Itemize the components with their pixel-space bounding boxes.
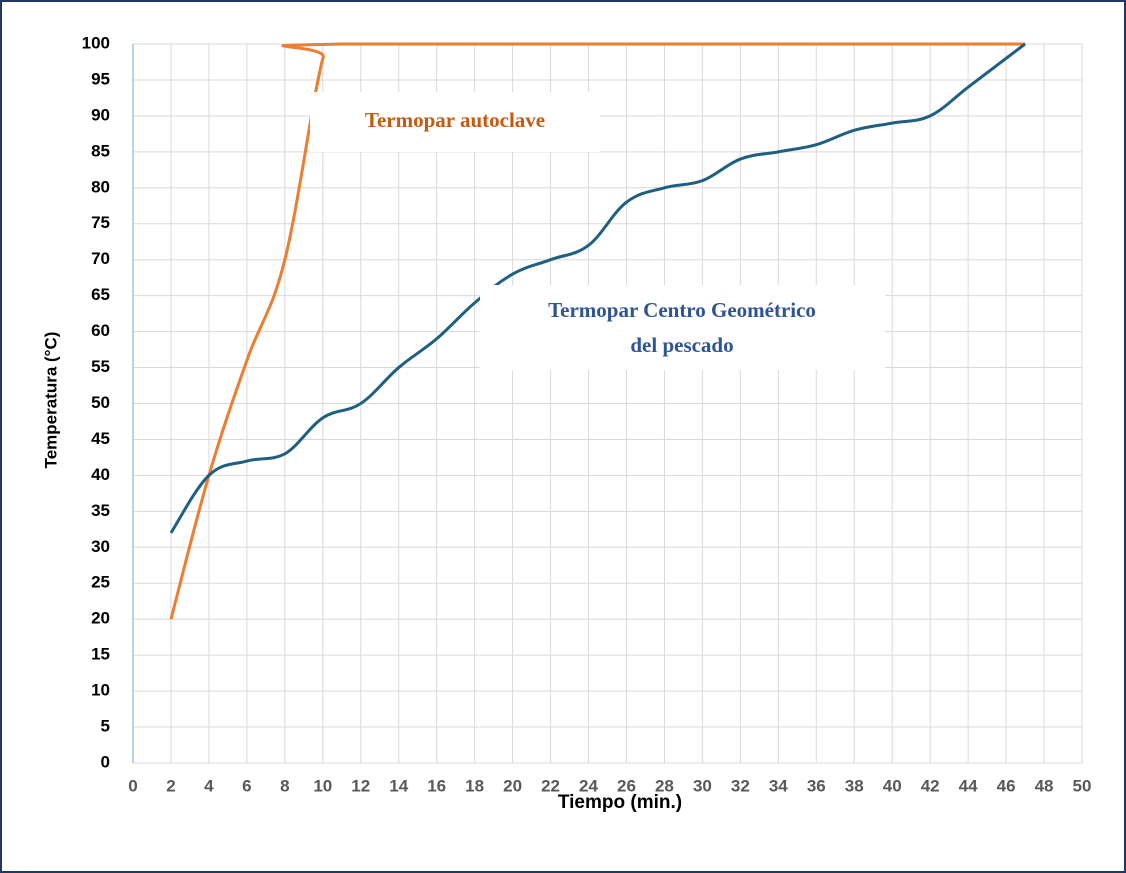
x-tick-label: 24 — [579, 776, 598, 795]
annotation: Termopar Centro Geométrico — [548, 298, 816, 322]
x-tick-label: 26 — [617, 776, 636, 795]
y-tick-label: 100 — [82, 33, 110, 52]
x-tick-label: 46 — [997, 776, 1016, 795]
y-tick-label: 30 — [91, 537, 110, 556]
y-axis-label: Temperatura (°C) — [41, 332, 60, 469]
x-tick-label: 6 — [242, 776, 251, 795]
x-tick-label: 42 — [921, 776, 940, 795]
y-tick-label: 80 — [91, 177, 110, 196]
y-tick-label: 5 — [101, 717, 110, 736]
y-tick-label: 50 — [91, 393, 110, 412]
series-line — [169, 42, 1026, 534]
x-tick-label: 38 — [845, 776, 864, 795]
y-tick-label: 0 — [101, 752, 110, 771]
y-tick-label: 35 — [91, 501, 110, 520]
x-tick-label: 18 — [465, 776, 484, 795]
y-tick-label: 40 — [91, 465, 110, 484]
x-tick-label: 4 — [204, 776, 214, 795]
y-tick-label: 95 — [91, 69, 110, 88]
x-tick-label: 12 — [351, 776, 370, 795]
x-tick-label: 22 — [541, 776, 560, 795]
x-tick-label: 50 — [1073, 776, 1092, 795]
x-tick-label: 0 — [128, 776, 137, 795]
annotation: Termopar autoclave — [365, 108, 545, 132]
x-axis-label: Tiempo (min.) — [558, 792, 682, 813]
x-tick-label: 30 — [693, 776, 712, 795]
y-tick-label: 25 — [91, 573, 110, 592]
x-tick-label: 40 — [883, 776, 902, 795]
y-tick-label: 75 — [91, 213, 110, 232]
y-tick-label: 45 — [91, 429, 110, 448]
x-tick-label: 2 — [166, 776, 175, 795]
x-tick-label: 14 — [389, 776, 408, 795]
y-tick-label: 60 — [91, 321, 110, 340]
y-tick-label: 20 — [91, 609, 110, 628]
y-tick-label: 70 — [91, 249, 110, 268]
x-tick-label: 28 — [655, 776, 674, 795]
x-tick-label: 8 — [280, 776, 289, 795]
y-tick-label: 65 — [91, 285, 110, 304]
y-tick-label: 10 — [91, 681, 110, 700]
y-tick-label: 85 — [91, 141, 110, 160]
annotation-box — [310, 92, 600, 152]
annotation: del pescado — [630, 333, 733, 357]
x-tick-label: 10 — [313, 776, 332, 795]
annotation-box — [480, 285, 885, 370]
x-tick-label: 48 — [1035, 776, 1054, 795]
x-tick-label: 20 — [503, 776, 522, 795]
x-tick-label: 16 — [427, 776, 446, 795]
y-tick-label: 15 — [91, 645, 110, 664]
y-tick-label: 90 — [91, 105, 110, 124]
x-tick-label: 34 — [769, 776, 788, 795]
x-tick-label: 36 — [807, 776, 826, 795]
x-tick-label: 44 — [959, 776, 978, 795]
y-tick-label: 55 — [91, 357, 110, 376]
x-tick-label: 32 — [731, 776, 750, 795]
